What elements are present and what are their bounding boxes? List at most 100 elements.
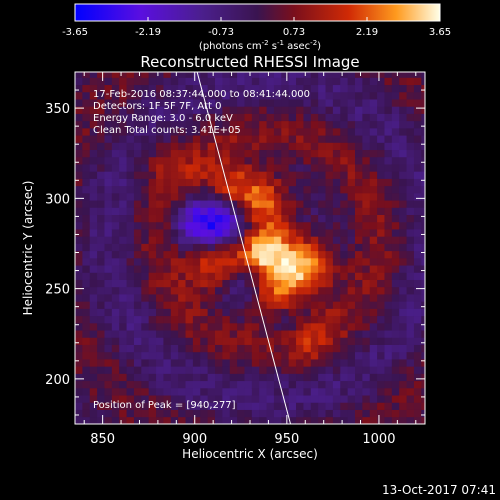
heatmap-cell xyxy=(384,229,393,237)
heatmap-cell xyxy=(207,178,216,187)
heatmap-cell xyxy=(332,308,341,317)
heatmap-cell xyxy=(303,77,312,86)
heatmap-cell xyxy=(296,409,304,418)
heatmap-cell xyxy=(178,272,186,280)
heatmap-cell xyxy=(288,301,297,309)
heatmap-cell xyxy=(273,236,282,244)
heatmap-cell xyxy=(296,142,304,151)
footer-timestamp: 13-Oct-2017 07:41 xyxy=(382,483,496,497)
heatmap-cell xyxy=(362,359,371,367)
heatmap-cell xyxy=(148,221,157,230)
heatmap-cell xyxy=(347,315,356,324)
heatmap-cell xyxy=(141,91,150,100)
annotation-detectors: Detectors: 1F 5F 7F, Att 0 xyxy=(93,101,221,112)
heatmap-cell xyxy=(192,322,201,331)
heatmap-cell xyxy=(97,359,105,367)
heatmap-cell xyxy=(251,409,260,418)
heatmap-cell xyxy=(126,322,135,331)
heatmap-cell xyxy=(296,164,304,172)
heatmap-cell xyxy=(237,294,245,302)
heatmap-cell xyxy=(384,359,393,367)
heatmap-cell xyxy=(89,221,98,230)
heatmap-cell xyxy=(111,84,120,93)
solar-limb-line xyxy=(196,72,292,424)
heatmap-cell xyxy=(413,178,422,187)
heatmap-cell xyxy=(266,192,275,201)
heatmap-cell xyxy=(170,243,179,252)
heatmap-cell xyxy=(185,91,194,100)
heatmap-cell xyxy=(97,301,105,309)
heatmap-cell xyxy=(119,200,127,208)
heatmap-cell xyxy=(369,308,378,317)
heatmap-cell xyxy=(413,380,422,389)
heatmap-cell xyxy=(340,192,349,201)
heatmap-cell xyxy=(303,91,312,100)
heatmap-cell xyxy=(281,322,290,331)
heatmap-cell xyxy=(384,402,393,410)
heatmap-cell xyxy=(421,279,425,288)
heatmap-cell xyxy=(384,185,393,194)
heatmap-cell xyxy=(362,135,371,143)
heatmap-cell xyxy=(192,243,201,252)
heatmap-cell xyxy=(215,156,223,165)
heatmap-cell xyxy=(362,120,371,129)
heatmap-cell xyxy=(281,127,290,136)
heatmap-cell xyxy=(288,127,297,136)
heatmap-cell xyxy=(347,214,356,223)
heatmap-cell xyxy=(200,387,209,396)
heatmap-cell xyxy=(340,135,349,143)
heatmap-cell xyxy=(281,178,290,187)
heatmap-cell xyxy=(406,106,415,114)
heatmap-cell xyxy=(222,344,231,353)
heatmap-cell xyxy=(237,99,245,107)
heatmap-cell xyxy=(237,200,245,208)
heatmap-cell xyxy=(229,77,238,86)
heatmap-cell xyxy=(178,214,186,223)
heatmap-cell xyxy=(406,200,415,208)
heatmap-cell xyxy=(325,402,334,410)
heatmap-cell xyxy=(273,308,282,317)
heatmap-cell xyxy=(163,322,172,331)
heatmap-cell xyxy=(133,387,142,396)
heatmap-cell xyxy=(377,373,385,382)
heatmap-cell xyxy=(170,156,179,165)
heatmap-cell xyxy=(362,113,371,122)
heatmap-cell xyxy=(237,337,245,345)
heatmap-cell xyxy=(347,229,356,237)
heatmap-cell xyxy=(119,221,127,230)
heatmap-cell xyxy=(413,135,422,143)
heatmap-cell xyxy=(318,250,326,259)
heatmap-cell xyxy=(355,395,363,403)
heatmap-cell xyxy=(104,113,113,122)
heatmap-cell xyxy=(377,221,385,230)
heatmap-cell xyxy=(148,257,157,266)
heatmap-cell xyxy=(82,142,91,151)
heatmap-cell xyxy=(75,380,83,389)
heatmap-cell xyxy=(75,337,83,345)
heatmap-cell xyxy=(126,380,135,389)
heatmap-cell xyxy=(82,301,91,309)
heatmap-cell xyxy=(133,164,142,172)
heatmap-cell xyxy=(310,330,319,338)
heatmap-cell xyxy=(318,142,326,151)
heatmap-cell xyxy=(156,294,164,302)
heatmap-cell xyxy=(148,286,157,295)
heatmap-cell xyxy=(266,99,275,107)
heatmap-cell xyxy=(200,366,209,374)
heatmap-cell xyxy=(163,395,172,403)
heatmap-cell xyxy=(391,77,400,86)
heatmap-cell xyxy=(310,250,319,259)
heatmap-cell xyxy=(399,294,407,302)
heatmap-cell xyxy=(178,229,186,237)
heatmap-cell xyxy=(185,149,194,158)
heatmap-cell xyxy=(288,120,297,129)
heatmap-cell xyxy=(75,229,83,237)
heatmap-cell xyxy=(244,257,253,266)
heatmap-cell xyxy=(296,178,304,187)
heatmap-cell xyxy=(200,409,209,418)
heatmap-cell xyxy=(340,373,349,382)
heatmap-cell xyxy=(178,359,186,367)
heatmap-cell xyxy=(126,113,135,122)
heatmap-cell xyxy=(178,294,186,302)
heatmap-cell xyxy=(355,99,363,107)
